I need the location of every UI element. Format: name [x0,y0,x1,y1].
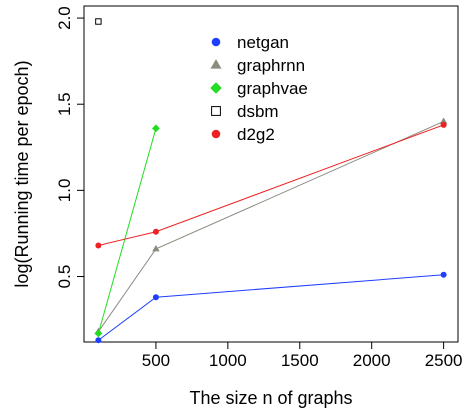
series-graphrnn [94,117,448,335]
x-tick-label: 1000 [209,351,247,370]
legend-marker-netgan [211,37,221,47]
legend-label-netgan: netgan [237,33,289,52]
legend-label-graphvae: graphvae [237,79,308,98]
data-point-graphrnn [152,244,160,252]
data-point-d2g2 [95,242,102,249]
series-line-graphvae [97,128,157,334]
x-axis: 500 1000 1500 2000 2500 [142,342,463,370]
y-axis-label: log(Running time per epoch) [12,60,32,287]
data-point-d2g2 [440,121,447,128]
legend-marker-graphvae [210,82,222,94]
data-point-netgan [152,294,159,301]
series-d2g2 [95,121,447,249]
legend: netgan graphrnn graphvae dsbm d2g2 [210,33,308,144]
series-netgan [95,271,447,344]
plot-frame [83,5,459,343]
data-point-netgan [440,271,447,278]
legend-marker-graphrnn [210,59,222,69]
y-tick-label: 0.5 [55,265,74,289]
data-point-graphrnn [439,117,448,124]
x-tick-label: 2500 [425,351,463,370]
x-axis-label: The size n of graphs [189,388,352,408]
legend-label-graphrnn: graphrnn [237,56,305,75]
plot-area [83,5,459,343]
series-dsbm [95,18,102,25]
data-point-dsbm [95,18,102,25]
series-line-graphrnn [97,120,444,332]
x-tick-label: 1500 [281,351,319,370]
legend-marker-d2g2 [211,129,221,139]
series-graphvae [94,124,160,338]
data-point-graphvae [152,124,160,133]
data-point-d2g2 [152,228,159,235]
x-tick-label: 500 [142,351,170,370]
data-point-graphvae [94,329,103,338]
series-layer [94,18,448,344]
series-line-netgan [98,274,444,341]
y-tick-label: 1.5 [55,92,74,116]
legend-marker-dsbm [211,106,221,116]
x-tick-label: 2000 [353,351,391,370]
y-tick-label: 1.0 [55,179,74,203]
legend-label-dsbm: dsbm [237,102,279,121]
y-axis: 0.5 1.0 1.5 2.0 [55,6,84,288]
y-tick-label: 2.0 [55,6,74,30]
data-point-netgan [95,337,102,344]
legend-label-d2g2: d2g2 [237,125,275,144]
